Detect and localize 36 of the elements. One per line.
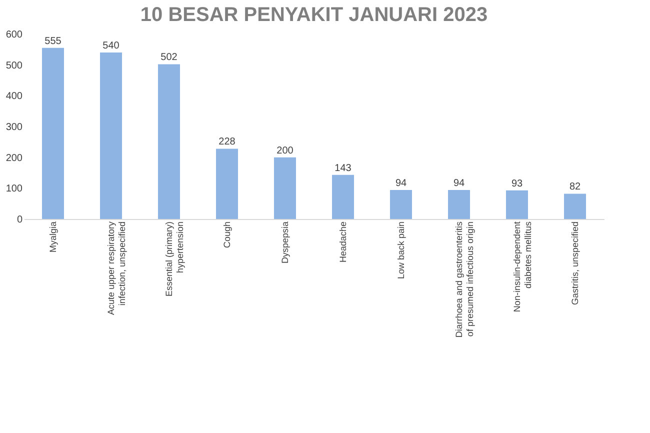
data-label: 555 <box>44 36 62 47</box>
data-label: 94 <box>395 178 407 190</box>
y-tick-label: 300 <box>6 122 23 133</box>
bar <box>332 174 354 219</box>
x-tick-label: Dyspepsia <box>280 222 290 264</box>
bar <box>564 194 586 219</box>
x-tick-label: Cough <box>222 222 232 248</box>
bar <box>158 64 180 219</box>
y-tick-label: 600 <box>6 30 23 40</box>
x-tick-label: Gastritis, unspecified <box>570 222 580 306</box>
y-tick-label: 0 <box>16 214 23 226</box>
x-tick-label: Headache <box>338 222 348 263</box>
x-tick-label: Myalgia <box>48 222 58 253</box>
data-label: 228 <box>218 136 236 148</box>
x-tick-label: Low back pain <box>396 222 406 280</box>
y-tick-label: 200 <box>6 152 23 164</box>
x-tick-label: Acute upper respiratory infection, unspecified <box>106 221 127 316</box>
data-label: 93 <box>511 178 523 190</box>
y-tick-label: 100 <box>6 184 23 195</box>
chart-title: 10 BESAR PENYAKIT JANUARI 2023 <box>140 4 488 26</box>
y-tick-label: 500 <box>6 60 23 72</box>
data-label: 502 <box>160 52 178 64</box>
data-label: 200 <box>276 145 294 156</box>
x-tick-label: Diarrhoea and gastroenteritis of presumed infectious origin <box>454 221 475 338</box>
data-label: 94 <box>453 178 465 190</box>
data-label: 540 <box>102 40 120 52</box>
bar <box>42 48 64 219</box>
bar <box>100 52 122 219</box>
y-tick-label: 400 <box>6 91 23 102</box>
bar <box>216 148 238 219</box>
data-label: 143 <box>334 162 352 174</box>
bar <box>274 157 296 219</box>
bar <box>506 190 528 219</box>
bar <box>390 190 412 219</box>
bar <box>448 190 470 219</box>
data-label: 82 <box>569 182 581 193</box>
